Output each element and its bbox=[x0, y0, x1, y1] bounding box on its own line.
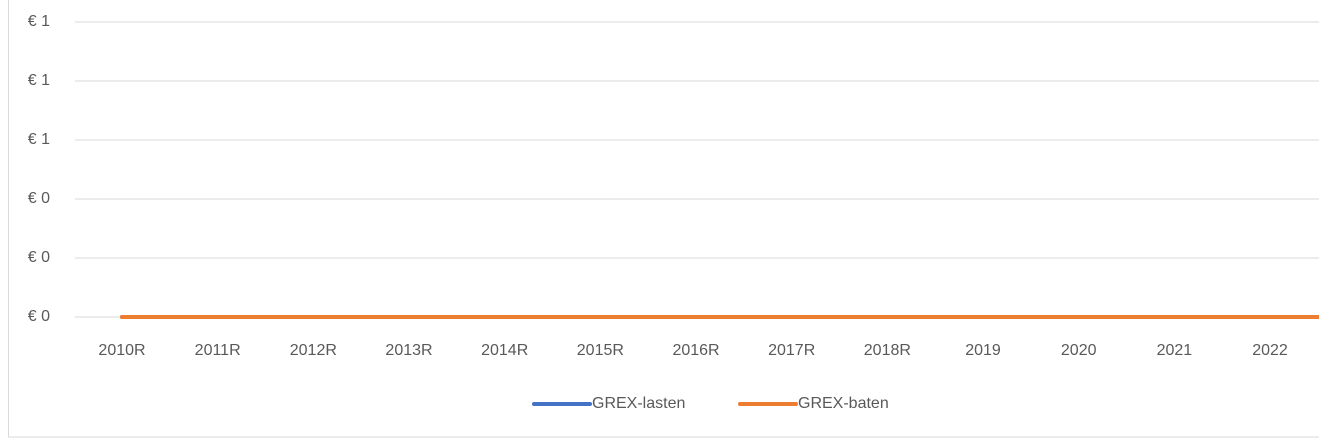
x-tick-label: 2018R bbox=[864, 342, 911, 359]
x-tick-label: 2013R bbox=[385, 342, 432, 359]
x-tick-label: 2012R bbox=[290, 342, 337, 359]
x-tick-label: 2020 bbox=[1061, 342, 1097, 359]
x-tick-label: 2010R bbox=[98, 342, 145, 359]
y-tick-label: € 1 bbox=[28, 131, 50, 148]
legend-label: GREX-lasten bbox=[592, 395, 685, 412]
y-tick-label: € 0 bbox=[28, 190, 50, 207]
x-tick-label: 2014R bbox=[481, 342, 528, 359]
x-tick-label: 2017R bbox=[768, 342, 815, 359]
x-tick-label: 2022 bbox=[1252, 342, 1288, 359]
chart-frame bbox=[8, 0, 1319, 438]
y-tick-label: € 1 bbox=[28, 72, 50, 89]
x-tick-label: 2011R bbox=[195, 342, 241, 359]
x-tick-label: 2015R bbox=[577, 342, 624, 359]
y-tick-label: € 1 bbox=[28, 13, 50, 30]
y-tick-label: € 0 bbox=[28, 249, 50, 266]
legend-label: GREX-baten bbox=[798, 395, 889, 412]
x-tick-label: 2019 bbox=[965, 342, 1001, 359]
x-tick-label: 2016R bbox=[672, 342, 719, 359]
x-tick-label: 2021 bbox=[1157, 342, 1193, 359]
y-tick-label: € 0 bbox=[28, 308, 50, 325]
